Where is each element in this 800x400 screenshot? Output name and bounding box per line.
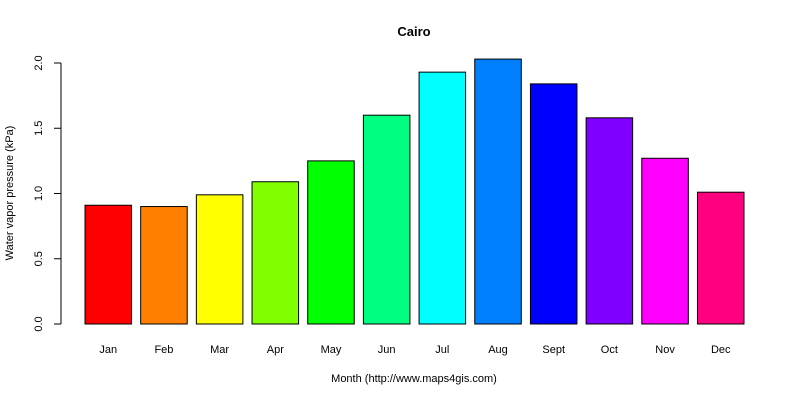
bar-sept <box>529 83 578 325</box>
bar-feb <box>140 206 188 325</box>
chart-title: Cairo <box>397 24 430 39</box>
x-tick-label: Mar <box>210 344 229 356</box>
y-tick-label: 1.0 <box>33 186 45 201</box>
x-tick-label: Apr <box>267 344 284 356</box>
bar-aug <box>474 58 522 325</box>
y-axis-label: Water vapor pressure (kPa) <box>4 126 16 261</box>
x-tick-label: May <box>321 344 342 356</box>
bar-nov <box>641 157 689 325</box>
x-tick-label: Feb <box>154 344 173 356</box>
y-tick-label: 0.5 <box>33 251 45 266</box>
x-tick-label: Jan <box>99 344 117 356</box>
bar-mar <box>195 194 244 325</box>
bar-dec <box>696 191 745 325</box>
bar-jun <box>362 114 411 325</box>
bar-jan <box>84 204 133 325</box>
y-tick-label: 1.5 <box>33 121 45 136</box>
x-tick-label: Jun <box>378 344 396 356</box>
x-tick-label: Oct <box>601 344 618 356</box>
x-tick-label: Dec <box>711 344 731 356</box>
bar-jul <box>418 71 467 325</box>
x-axis-label: Month (http://www.maps4gis.com) <box>331 373 497 385</box>
bar-apr <box>251 181 300 325</box>
y-axis: 0.0 0.5 1.0 1.5 2.0 <box>33 55 62 332</box>
x-tick-labels: Jan Feb Mar Apr May Jun Jul Aug Sept Oct Nov Dec <box>99 344 731 356</box>
x-tick-label: Sept <box>542 344 565 356</box>
y-tick-label: 0.0 <box>33 316 45 331</box>
x-tick-label: Jul <box>435 344 449 356</box>
bar-oct <box>585 117 634 325</box>
bar-may <box>307 160 355 325</box>
y-tick-label: 2.0 <box>33 55 45 70</box>
x-tick-label: Aug <box>488 344 508 356</box>
bars <box>84 58 745 325</box>
x-tick-label: Nov <box>655 344 675 356</box>
